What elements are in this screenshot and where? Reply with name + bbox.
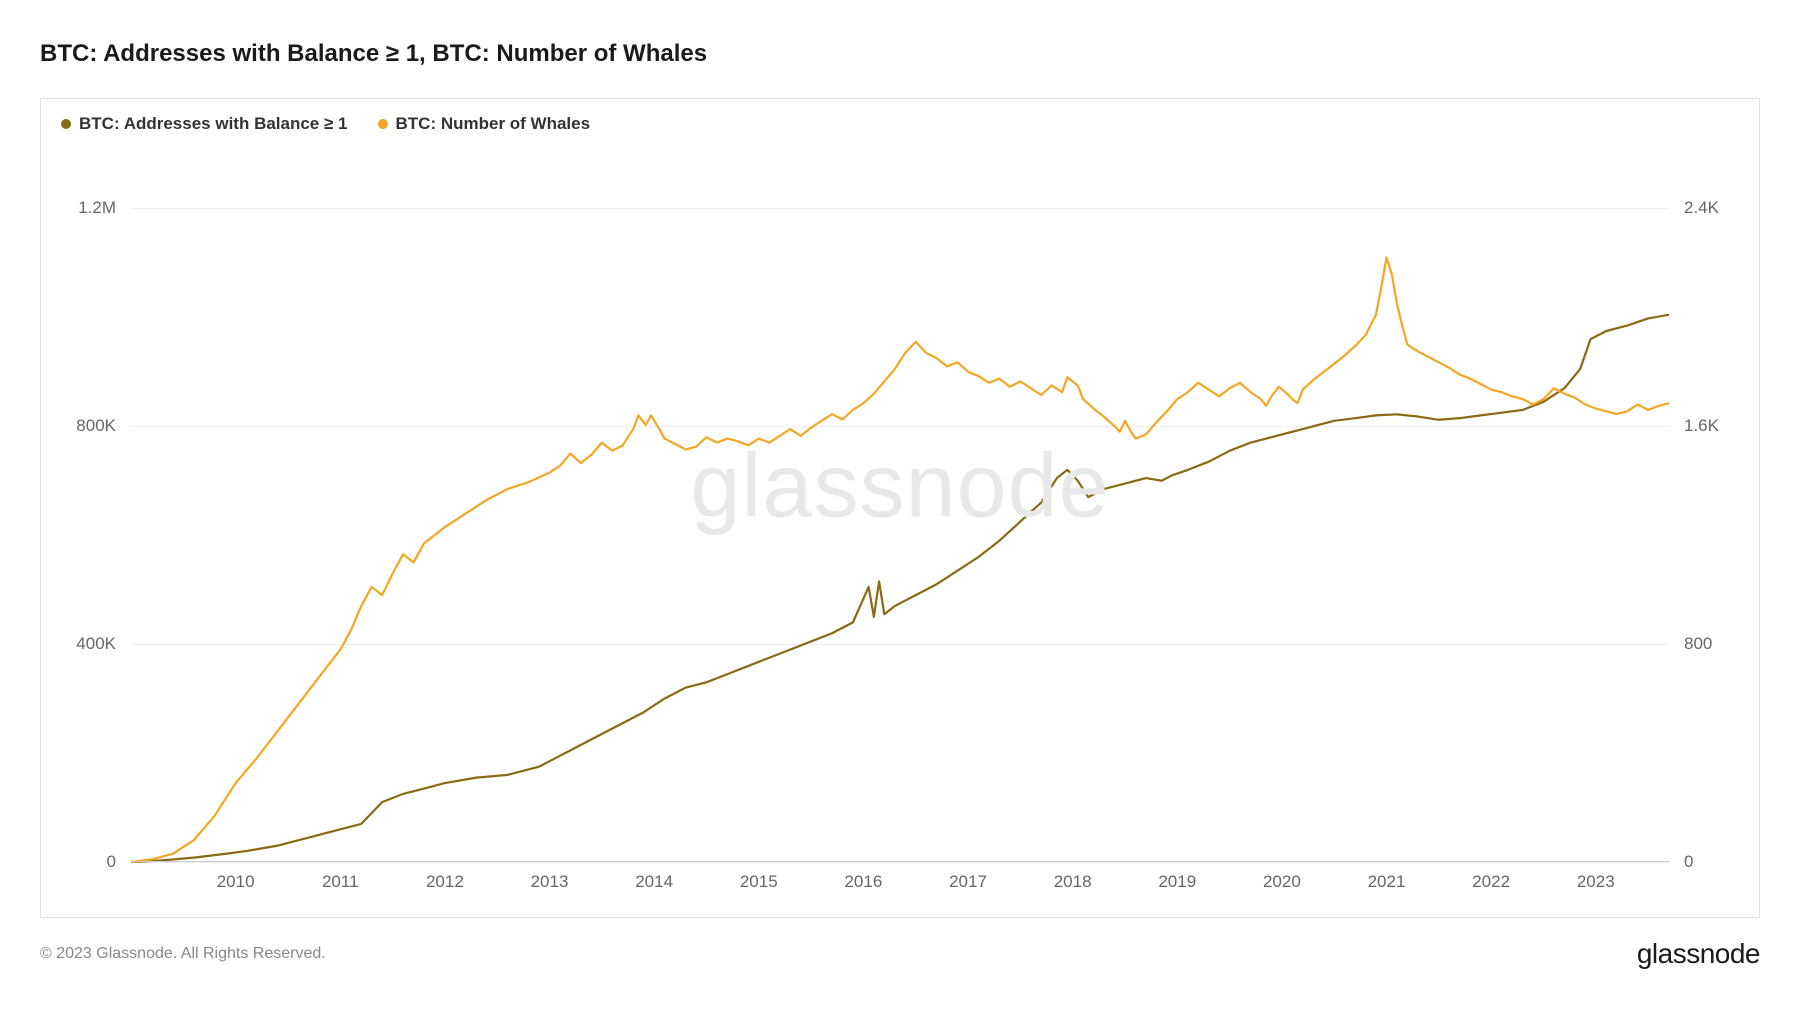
y-tick-left: 400K: [46, 634, 116, 654]
y-axis-right: 08001.6K2.4K: [1674, 154, 1759, 862]
x-tick: 2012: [426, 872, 464, 892]
legend-label: BTC: Addresses with Balance ≥ 1: [79, 114, 348, 134]
series-line: [131, 315, 1669, 862]
x-tick: 2020: [1263, 872, 1301, 892]
y-tick-right: 1.6K: [1684, 416, 1754, 436]
y-tick-left: 800K: [46, 416, 116, 436]
baseline: [131, 861, 1669, 862]
legend: BTC: Addresses with Balance ≥ 1 BTC: Num…: [41, 114, 1759, 134]
brand-logo: glassnode: [1637, 938, 1760, 970]
x-tick: 2015: [740, 872, 778, 892]
x-tick: 2011: [322, 872, 359, 892]
chart-svg: [131, 154, 1669, 862]
x-tick: 2019: [1158, 872, 1196, 892]
page-title: BTC: Addresses with Balance ≥ 1, BTC: Nu…: [40, 40, 1760, 68]
plot-area: glassnode: [131, 154, 1669, 862]
x-tick: 2021: [1368, 872, 1406, 892]
legend-dot-icon: [378, 119, 388, 129]
y-tick-right: 0: [1684, 852, 1754, 872]
x-tick: 2023: [1577, 872, 1615, 892]
x-tick: 2018: [1054, 872, 1092, 892]
footer: © 2023 Glassnode. All Rights Reserved. g…: [40, 938, 1760, 970]
x-axis: 2010 2011 2012 2013 2014 2015 2016 2017 2018 2019…: [131, 867, 1669, 897]
y-tick-right: 800: [1684, 634, 1754, 654]
legend-item-addresses: BTC: Addresses with Balance ≥ 1: [61, 114, 348, 134]
series-line: [131, 258, 1669, 862]
x-tick: 2016: [844, 872, 882, 892]
y-tick-right: 2.4K: [1684, 198, 1754, 218]
x-tick: 2014: [635, 872, 673, 892]
legend-dot-icon: [61, 119, 71, 129]
x-tick: 2010: [217, 872, 255, 892]
gridline: [131, 862, 1669, 863]
chart-frame: BTC: Addresses with Balance ≥ 1 BTC: Num…: [40, 98, 1760, 918]
y-axis-left: 0400K800K1.2M: [41, 154, 126, 862]
x-tick: 2017: [949, 872, 987, 892]
x-tick: 2013: [531, 872, 569, 892]
legend-label: BTC: Number of Whales: [396, 114, 591, 134]
x-tick: 2022: [1472, 872, 1510, 892]
y-tick-left: 0: [46, 852, 116, 872]
y-tick-left: 1.2M: [46, 198, 116, 218]
copyright: © 2023 Glassnode. All Rights Reserved.: [40, 945, 326, 963]
legend-item-whales: BTC: Number of Whales: [378, 114, 591, 134]
